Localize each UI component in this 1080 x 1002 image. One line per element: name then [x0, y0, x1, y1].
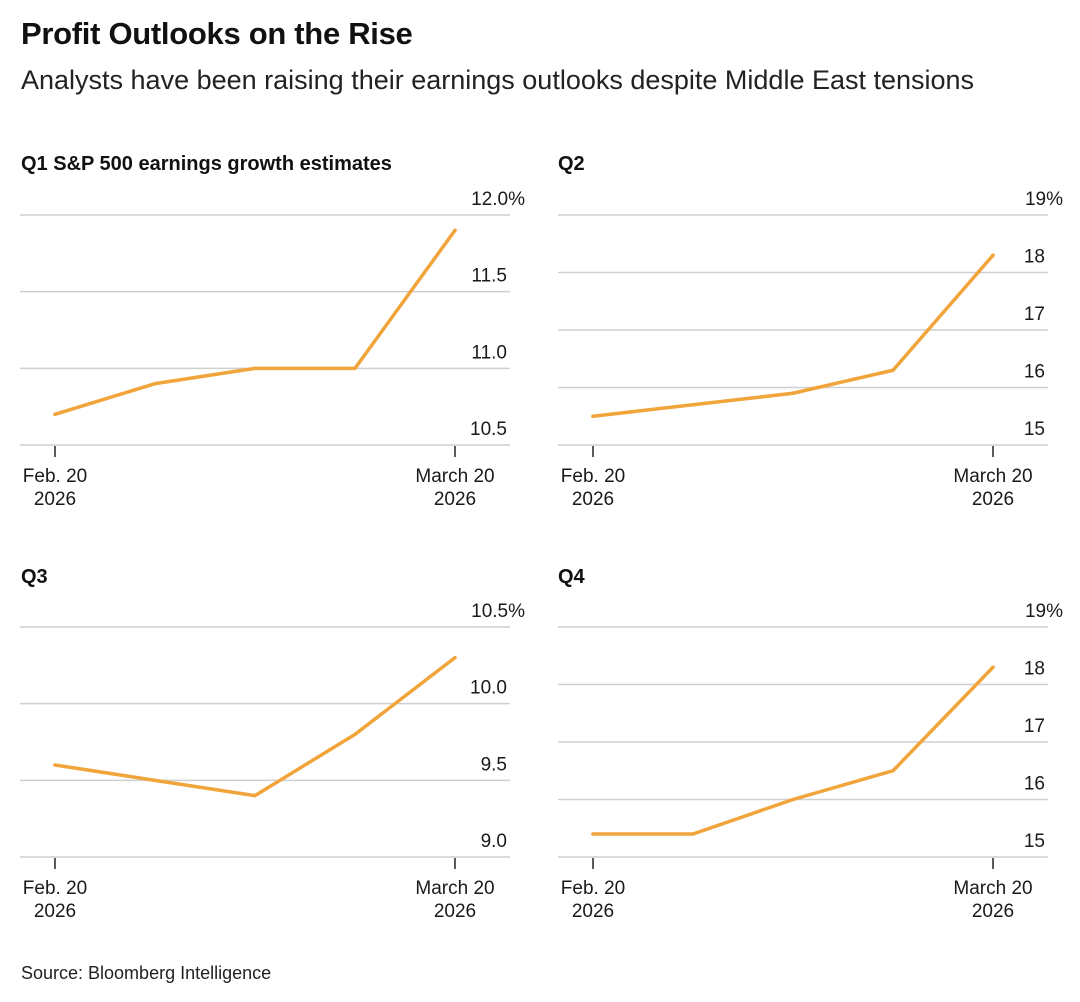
- y-tick-label: 17: [1024, 716, 1045, 737]
- y-tick-label: 19%: [1025, 189, 1063, 210]
- data-point: [991, 253, 995, 257]
- x-tick-label: Feb. 20: [561, 466, 625, 487]
- x-tick-label: 2026: [34, 901, 76, 922]
- data-point: [591, 414, 595, 418]
- x-tick-label: 2026: [572, 901, 614, 922]
- x-tick-label: 2026: [434, 489, 476, 510]
- chart-title: Profit Outlooks on the Rise: [21, 16, 413, 51]
- y-tick-label: 9.5: [481, 754, 507, 775]
- series-line: [53, 228, 457, 417]
- data-point: [353, 366, 357, 371]
- data-point: [253, 793, 257, 798]
- x-tick-label: March 20: [953, 466, 1032, 487]
- series-line: [53, 655, 457, 798]
- data-point: [791, 391, 795, 395]
- chart-subtitle: Analysts have been raising their earning…: [21, 65, 975, 95]
- y-tick-label: 15: [1024, 419, 1045, 440]
- y-tick-label: 9.0: [481, 831, 507, 852]
- data-point: [991, 665, 995, 669]
- data-point: [891, 368, 895, 372]
- series-line: [591, 665, 995, 836]
- y-tick-label: 12.0%: [471, 189, 525, 210]
- data-point: [153, 381, 157, 386]
- y-tick-label: 15: [1024, 831, 1045, 852]
- y-tick-label: 10.0: [470, 678, 507, 699]
- data-point: [53, 763, 57, 767]
- y-tick-label: 16: [1024, 774, 1045, 795]
- panel-title-q2: Q2: [558, 153, 585, 175]
- x-tick-label: Feb. 20: [23, 466, 87, 487]
- x-tick-label: 2026: [572, 489, 614, 510]
- data-point: [453, 228, 457, 233]
- x-tick-label: 2026: [34, 489, 76, 510]
- panel-title-q1: Q1 S&P 500 earnings growth estimates: [21, 153, 392, 175]
- x-tick-label: 2026: [972, 901, 1014, 922]
- y-tick-label: 11.5: [471, 266, 507, 287]
- y-tick-label: 19%: [1025, 601, 1063, 622]
- x-tick-label: Feb. 20: [561, 878, 625, 899]
- x-tick-label: Feb. 20: [23, 878, 87, 899]
- data-point: [691, 403, 695, 407]
- y-tick-label: 18: [1024, 247, 1045, 268]
- y-tick-label: 10.5: [470, 419, 507, 440]
- data-point: [891, 769, 895, 773]
- data-point: [453, 655, 457, 660]
- y-tick-label: 18: [1024, 659, 1045, 680]
- y-tick-label: 16: [1024, 362, 1045, 383]
- x-tick-label: March 20: [415, 466, 494, 487]
- panel-title-q3: Q3: [21, 566, 48, 588]
- data-point: [153, 778, 157, 783]
- x-tick-label: March 20: [415, 878, 494, 899]
- source-note: Source: Bloomberg Intelligence: [21, 963, 272, 983]
- x-tick-label: March 20: [953, 878, 1032, 899]
- y-tick-label: 11.0: [471, 342, 507, 363]
- data-point: [353, 732, 357, 737]
- data-point: [791, 797, 795, 802]
- data-point: [591, 832, 595, 836]
- data-point: [53, 412, 57, 417]
- panel-title-q4: Q4: [558, 566, 585, 588]
- x-tick-label: 2026: [434, 901, 476, 922]
- data-point: [253, 366, 257, 371]
- y-tick-label: 17: [1024, 304, 1045, 325]
- x-tick-label: 2026: [972, 489, 1014, 510]
- data-point: [691, 832, 695, 836]
- y-tick-label: 10.5%: [471, 601, 525, 622]
